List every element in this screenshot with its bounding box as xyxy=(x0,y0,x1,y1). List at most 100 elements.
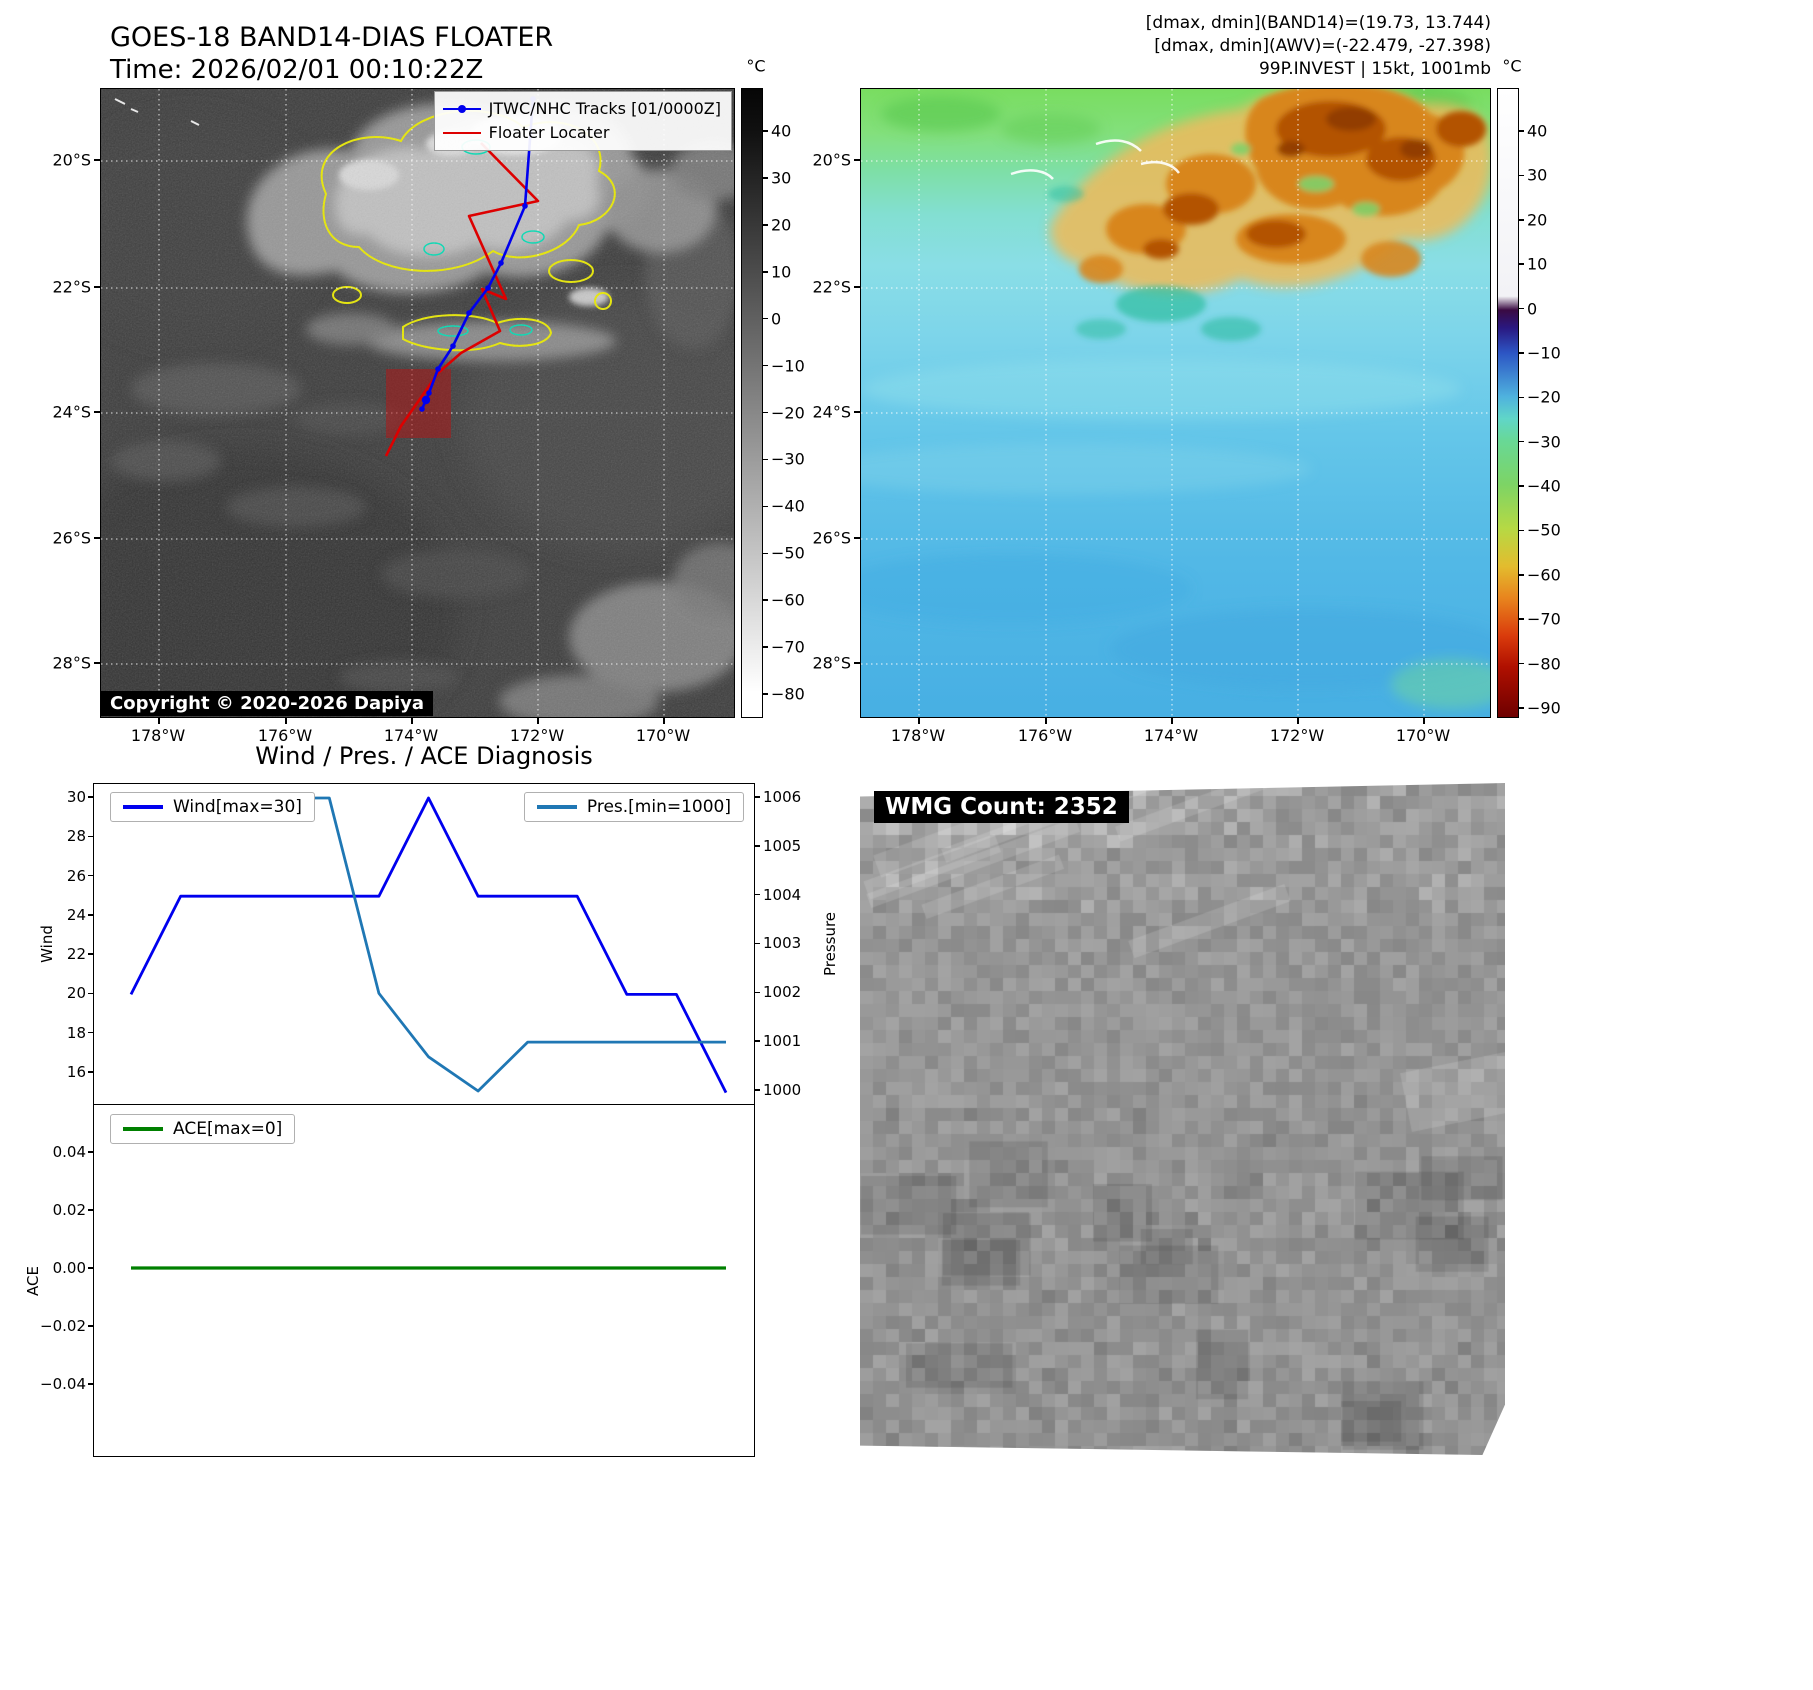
band14-colorbar xyxy=(741,88,763,718)
band14-colorbar-tickmark xyxy=(763,271,768,273)
band14-lat-tickmark xyxy=(94,159,100,161)
band14-lon-tick: 178°W xyxy=(131,726,185,745)
wind-pressure-lines xyxy=(94,784,753,1103)
wind-tickmark xyxy=(88,796,93,798)
band14-colorbar-tickmark xyxy=(763,553,768,555)
copyright-label: Copyright © 2020-2026 Dapiya xyxy=(101,691,433,716)
wind-tick: 16 xyxy=(67,1063,86,1081)
wind-legend-label: Wind[max=30] xyxy=(173,797,302,817)
band14-colorbar-tickmark xyxy=(763,412,768,414)
ace-tick: −0.04 xyxy=(40,1375,86,1393)
band14-satellite-image xyxy=(101,89,735,718)
band14-lat-tick: 24°S xyxy=(52,403,91,422)
wind-tick: 30 xyxy=(67,788,86,806)
wind-tickmark xyxy=(88,836,93,838)
awv-satellite-map xyxy=(860,88,1491,718)
band14-lon-tick: 176°W xyxy=(258,726,312,745)
info-dmax-awv: [dmax, dmin](AWV)=(-22.479, -27.398) xyxy=(1146,35,1491,58)
wind-tick: 18 xyxy=(67,1024,86,1042)
awv-colorbar-tickmark xyxy=(1519,219,1524,221)
pressure-legend-label: Pres.[min=1000] xyxy=(587,797,731,817)
band14-colorbar-tickmark xyxy=(763,459,768,461)
band14-colorbar-tick: −40 xyxy=(771,497,805,516)
awv-lon-tickmark xyxy=(1423,718,1425,724)
awv-lat-tick: 26°S xyxy=(812,529,851,548)
awv-colorbar-tickmark xyxy=(1519,308,1524,310)
pressure-tick: 1002 xyxy=(763,983,801,1001)
pressure-tickmark xyxy=(755,943,760,945)
awv-colorbar-tickmark xyxy=(1519,130,1524,132)
wind-line-sample xyxy=(123,805,163,809)
band14-colorbar-tick: −60 xyxy=(771,591,805,610)
awv-colorbar-tick: −70 xyxy=(1527,610,1561,629)
awv-info-block: [dmax, dmin](BAND14)=(19.73, 13.744) [dm… xyxy=(1146,12,1491,81)
floater-legend-label: Floater Locater xyxy=(489,121,610,145)
band14-lon-tickmark xyxy=(158,718,160,724)
pressure-tick: 1003 xyxy=(763,934,801,952)
awv-colorbar-tick: 40 xyxy=(1527,122,1547,141)
awv-lat-tick: 24°S xyxy=(812,403,851,422)
awv-colorbar-tickmark xyxy=(1519,175,1524,177)
ace-tickmark xyxy=(88,1267,93,1269)
ace-tickmark xyxy=(88,1383,93,1385)
awv-colorbar-tickmark xyxy=(1519,397,1524,399)
pressure-tickmark xyxy=(755,1040,760,1042)
wind-pressure-plot: Wind[max=30] Pres.[min=1000] xyxy=(93,783,755,1105)
band14-colorbar-tick: −50 xyxy=(771,544,805,563)
band14-colorbar-tickmark xyxy=(763,693,768,695)
band14-lat-tickmark xyxy=(94,411,100,413)
band14-lon-tickmark xyxy=(285,718,287,724)
wind-tick: 22 xyxy=(67,945,86,963)
awv-colorbar-tickmark xyxy=(1519,263,1524,265)
band14-colorbar-tickmark xyxy=(763,224,768,226)
awv-lat-tick: 20°S xyxy=(812,151,851,170)
wmg-count-label: WMG Count: 2352 xyxy=(874,791,1129,823)
awv-colorbar-tick: −40 xyxy=(1527,477,1561,496)
awv-colorbar-tick: −90 xyxy=(1527,698,1561,717)
band14-colorbar-tick: −80 xyxy=(771,685,805,704)
ace-tick: 0.04 xyxy=(53,1143,86,1161)
pressure-tick: 1005 xyxy=(763,837,801,855)
band14-lat-tick: 20°S xyxy=(52,151,91,170)
band14-colorbar-tick: 10 xyxy=(771,262,791,281)
pressure-tick: 1004 xyxy=(763,886,801,904)
awv-lon-tick: 178°W xyxy=(891,726,945,745)
band14-lon-tickmark xyxy=(411,718,413,724)
band14-lat-tick: 26°S xyxy=(52,529,91,548)
awv-lat-tick: 22°S xyxy=(812,278,851,297)
pressure-tick: 1006 xyxy=(763,788,801,806)
band14-colorbar-tickmark xyxy=(763,318,768,320)
wind-tickmark xyxy=(88,1071,93,1073)
awv-colorbar-tick: −10 xyxy=(1527,343,1561,362)
awv-colorbar-tickmark xyxy=(1519,618,1524,620)
band14-colorbar-tick: 40 xyxy=(771,122,791,141)
band14-colorbar-tickmark xyxy=(763,365,768,367)
band14-colorbar-tick: 0 xyxy=(771,309,781,328)
wind-tickmark xyxy=(88,875,93,877)
ace-plot: ACE[max=0] xyxy=(93,1105,755,1457)
band14-lon-tick: 170°W xyxy=(636,726,690,745)
awv-satellite-image xyxy=(861,89,1491,718)
wind-tickmark xyxy=(88,914,93,916)
dashboard: GOES-18 BAND14-DIAS FLOATER Time: 2026/0… xyxy=(0,0,1813,1690)
legend-row-jtwc: JTWC/NHC Tracks [01/0000Z] xyxy=(443,97,721,121)
awv-colorbar-tick: −80 xyxy=(1527,654,1561,673)
awv-lat-tickmark xyxy=(854,159,860,161)
awv-colorbar-tickmark xyxy=(1519,352,1524,354)
awv-colorbar-tickmark xyxy=(1519,485,1524,487)
ace-legend: ACE[max=0] xyxy=(110,1114,295,1144)
ace-legend-label: ACE[max=0] xyxy=(173,1119,282,1139)
pressure-tickmark xyxy=(755,796,760,798)
awv-lat-tickmark xyxy=(854,286,860,288)
jtwc-legend-label: JTWC/NHC Tracks [01/0000Z] xyxy=(489,97,721,121)
awv-colorbar xyxy=(1497,88,1519,718)
awv-lat-tickmark xyxy=(854,662,860,664)
awv-colorbar-tickmark xyxy=(1519,530,1524,532)
awv-lat-tick: 28°S xyxy=(812,654,851,673)
pressure-legend: Pres.[min=1000] xyxy=(524,792,744,822)
band14-colorbar-unit: °C xyxy=(746,57,765,76)
band14-colorbar-tick: −70 xyxy=(771,638,805,657)
awv-colorbar-tick: −60 xyxy=(1527,565,1561,584)
awv-lon-tickmark xyxy=(1297,718,1299,724)
awv-lon-tickmark xyxy=(918,718,920,724)
